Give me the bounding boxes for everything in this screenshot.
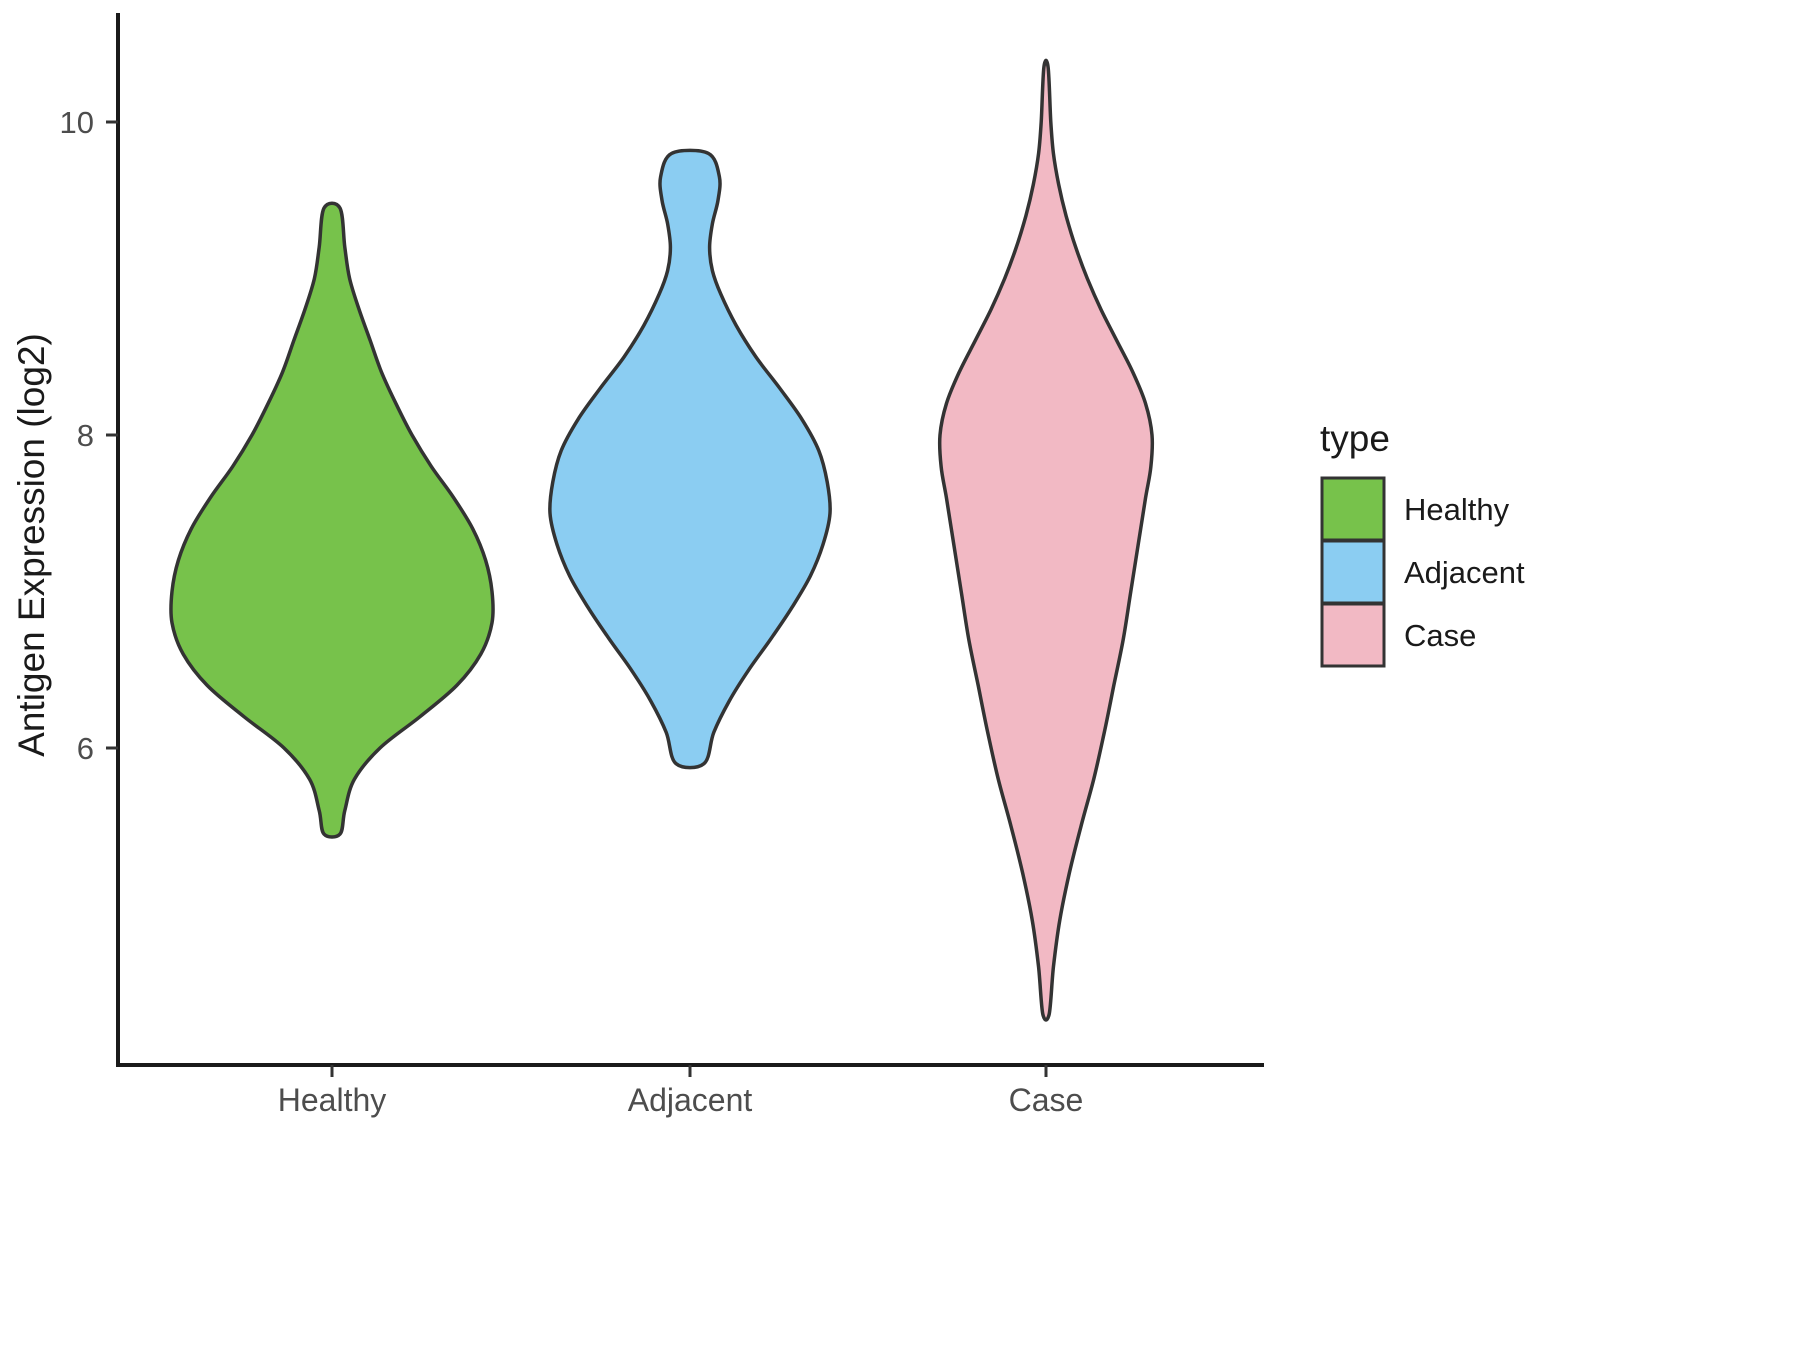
violin-case — [937, 58, 1155, 1022]
legend-key-healthy — [1320, 476, 1386, 542]
y-tick-label: 10 — [60, 105, 94, 140]
legend-label-adjacent: Adjacent — [1404, 555, 1525, 590]
x-category-label: Case — [1009, 1082, 1084, 1118]
legend-title: type — [1320, 418, 1390, 459]
violin-healthy — [169, 201, 495, 839]
violin-adjacent — [548, 148, 832, 770]
legend-key-case — [1320, 602, 1386, 668]
legend-key-adjacent — [1320, 539, 1386, 605]
x-category-label: Adjacent — [628, 1082, 753, 1118]
y-axis-title: Antigen Expression (log2) — [11, 333, 52, 757]
legend-group: Healthy Adjacent Case — [1320, 476, 1525, 668]
x-category-label: Healthy — [278, 1082, 387, 1118]
axes-group: 6 8 10 Healthy Adjacent Case — [60, 13, 1264, 1118]
legend-label-case: Case — [1404, 618, 1476, 653]
y-tick-label: 6 — [77, 731, 94, 766]
legend-label-healthy: Healthy — [1404, 492, 1510, 527]
violins-group — [169, 58, 1155, 1022]
y-tick-label: 8 — [77, 418, 94, 453]
